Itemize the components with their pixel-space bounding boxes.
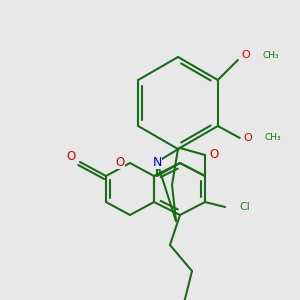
Text: O: O (66, 151, 76, 164)
Text: CH₃: CH₃ (265, 134, 281, 142)
Text: N: N (152, 155, 162, 169)
Text: Cl: Cl (239, 202, 250, 212)
Text: O: O (116, 155, 124, 169)
Text: O: O (242, 50, 250, 60)
Text: CH₃: CH₃ (263, 50, 280, 59)
Text: O: O (244, 133, 252, 143)
Text: O: O (209, 148, 219, 160)
